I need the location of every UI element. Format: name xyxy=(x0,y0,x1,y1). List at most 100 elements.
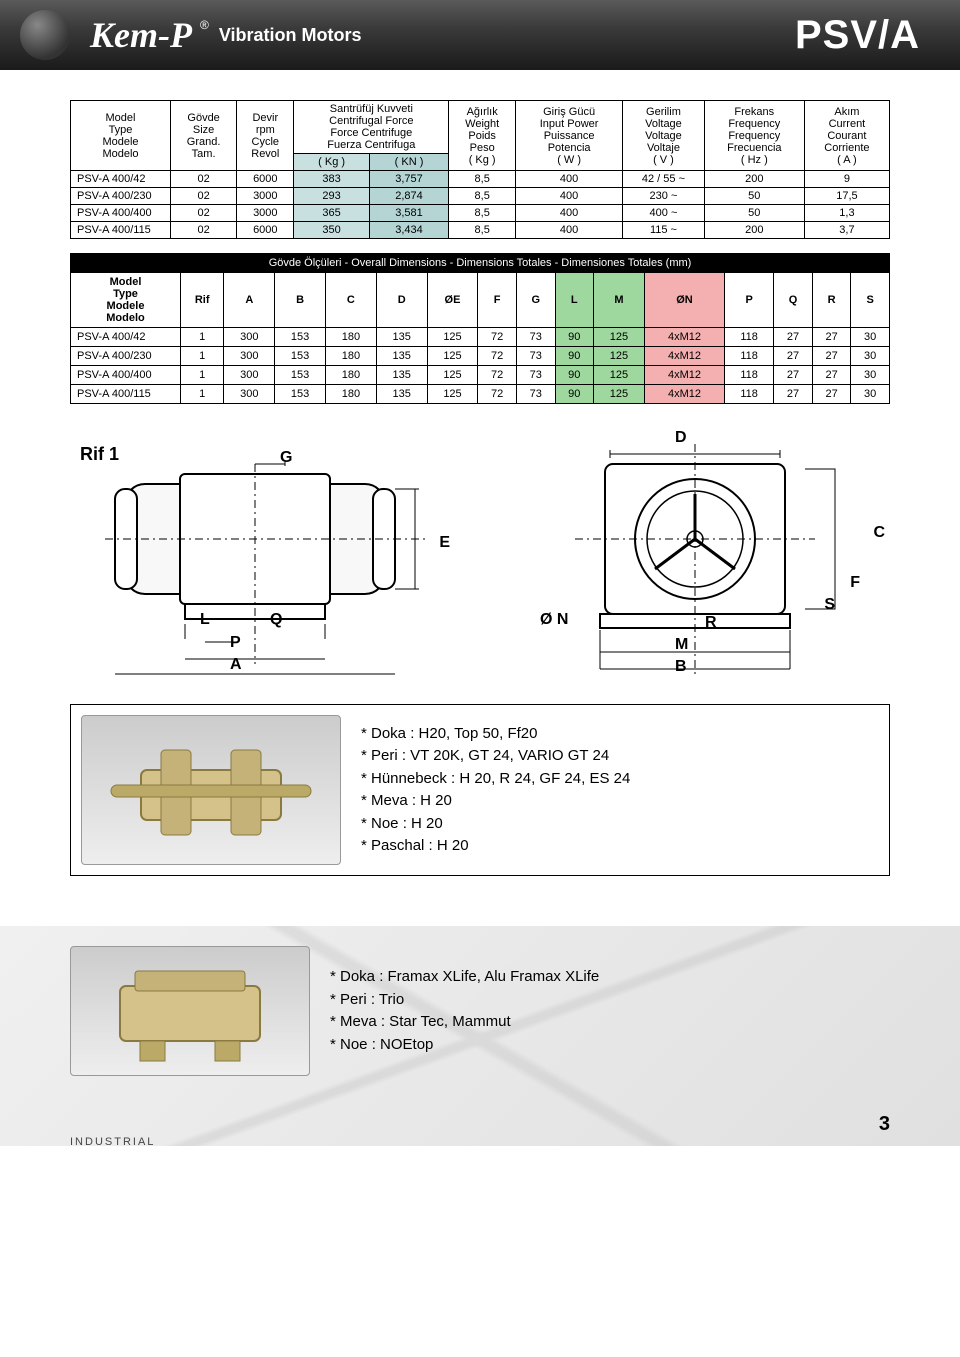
hdr-text: Gerilim xyxy=(646,106,681,118)
col-model: Model Type Modele Modelo xyxy=(71,101,171,171)
dim-cell: 90 xyxy=(555,366,594,385)
dim-col: F xyxy=(478,273,517,328)
hdr-text: ( Kg ) xyxy=(469,154,496,166)
dim-cell: 4xM12 xyxy=(644,385,724,404)
cell-kg: 383 xyxy=(294,171,369,188)
dims-table: Gövde Ölçüleri - Overall Dimensions - Di… xyxy=(70,253,890,404)
hdr-text: Frecuencia xyxy=(727,142,781,154)
hdr-text: Size xyxy=(193,124,214,136)
table-row: PSV-A 400/11513001531801351257273901254x… xyxy=(71,385,890,404)
rif-label: Rif 1 xyxy=(80,444,119,465)
hdr-text: Gövde xyxy=(187,112,219,124)
dim-label-q: Q xyxy=(270,611,282,629)
cell-model: PSV-A 400/230 xyxy=(71,188,171,205)
dim-cell: 27 xyxy=(812,385,851,404)
cell-size: 02 xyxy=(171,171,237,188)
hdr-text: Corriente xyxy=(824,142,869,154)
cell-model: PSV-A 400/115 xyxy=(71,222,171,239)
hdr-text: Model xyxy=(106,112,136,124)
dim-cell: 125 xyxy=(427,347,478,366)
dim-cell: 118 xyxy=(725,385,774,404)
cell-voltage: 115 ~ xyxy=(623,222,705,239)
cell-weight: 8,5 xyxy=(449,205,516,222)
compat-text-1: * Doka : H20, Top 50, Ff20* Peri : VT 20… xyxy=(361,723,630,858)
dims-table-body: PSV-A 400/4213001531801351257273901254xM… xyxy=(71,328,890,404)
dim-cell: 153 xyxy=(275,347,326,366)
dim-cell: 300 xyxy=(224,366,275,385)
hdr-text: Weight xyxy=(465,118,499,130)
dim-cell: 118 xyxy=(725,328,774,347)
dim-cell: 27 xyxy=(812,328,851,347)
motor-front-svg xyxy=(500,424,890,684)
dim-cell: 30 xyxy=(851,328,890,347)
globe-icon xyxy=(20,10,70,60)
cell-freq: 200 xyxy=(704,222,804,239)
hdr-text: ( Hz ) xyxy=(741,154,768,166)
dim-cell: 300 xyxy=(224,347,275,366)
dim-cell: 72 xyxy=(478,385,517,404)
dim-col: R xyxy=(812,273,851,328)
cell-rpm: 3000 xyxy=(237,205,294,222)
cell-model: PSV-A 400/42 xyxy=(71,328,181,347)
industrial-label: INDUSTRIAL xyxy=(70,1136,890,1148)
dim-cell: 72 xyxy=(478,366,517,385)
dim-col: B xyxy=(275,273,326,328)
dim-label-g: G xyxy=(280,449,292,467)
cell-rpm: 3000 xyxy=(237,188,294,205)
compat-line: * Meva : Star Tec, Mammut xyxy=(330,1011,599,1034)
compat-line: * Doka : H20, Top 50, Ff20 xyxy=(361,723,630,746)
dim-label-f: F xyxy=(850,574,860,592)
dim-cell: 300 xyxy=(224,385,275,404)
footer-region: * Doka : Framax XLife, Alu Framax XLife*… xyxy=(0,926,960,1146)
cell-weight: 8,5 xyxy=(449,222,516,239)
dim-cell: 30 xyxy=(851,366,890,385)
compat-line: * Noe : H 20 xyxy=(361,813,630,836)
hdr-text: Frekans xyxy=(734,106,774,118)
hdr-text: Modele xyxy=(107,300,145,312)
dim-cell: 1 xyxy=(181,366,224,385)
hdr-text: Fuerza Centrifuga xyxy=(327,139,415,151)
dim-cell: 90 xyxy=(555,385,594,404)
dims-title: Gövde Ölçüleri - Overall Dimensions - Di… xyxy=(71,254,890,273)
cell-kn: 2,874 xyxy=(369,188,448,205)
specs-table-body: PSV-A 400/420260003833,7578,540042 / 55 … xyxy=(71,171,890,239)
dim-cell: 135 xyxy=(376,328,427,347)
dim-cell: 27 xyxy=(774,385,813,404)
dim-cell: 73 xyxy=(516,366,555,385)
col-size: Gövde Size Grand. Tam. xyxy=(171,101,237,171)
specs-table: Model Type Modele Modelo Gövde Size Gran… xyxy=(70,100,890,239)
dim-cell: 73 xyxy=(516,385,555,404)
dim-cell: 153 xyxy=(275,366,326,385)
hdr-text: Tam. xyxy=(192,148,216,160)
dim-col: ØE xyxy=(427,273,478,328)
dim-cell: 180 xyxy=(326,366,377,385)
dim-cell: 27 xyxy=(774,328,813,347)
page-number: 3 xyxy=(879,1113,890,1136)
cell-kg: 350 xyxy=(294,222,369,239)
compat-line: * Noe : NOEtop xyxy=(330,1034,599,1057)
dim-cell: 118 xyxy=(725,366,774,385)
hdr-text: Centrifugal Force xyxy=(329,115,413,127)
table-row: PSV-A 400/4213001531801351257273901254xM… xyxy=(71,328,890,347)
hdr-text: Devir xyxy=(252,112,278,124)
cell-model: PSV-A 400/400 xyxy=(71,205,171,222)
cell-freq: 50 xyxy=(704,205,804,222)
hdr-text: Modelo xyxy=(106,312,145,324)
dim-cell: 90 xyxy=(555,328,594,347)
col-voltage: Gerilim Voltage Voltage Voltaje ( V ) xyxy=(623,101,705,171)
hdr-text: Voltage xyxy=(645,118,682,130)
dim-col-on: ØN xyxy=(644,273,724,328)
hdr-text: Grand. xyxy=(187,136,221,148)
hdr-text: Giriş Gücü xyxy=(543,106,595,118)
dim-label-m: M xyxy=(675,636,688,654)
cell-kn: 3,581 xyxy=(369,205,448,222)
dims-col-model: Model Type Modele Modelo xyxy=(71,273,181,328)
cell-kn: 3,434 xyxy=(369,222,448,239)
cell-freq: 50 xyxy=(704,188,804,205)
table-row: PSV-A 400/23013001531801351257273901254x… xyxy=(71,347,890,366)
compat-line: * Peri : VT 20K, GT 24, VARIO GT 24 xyxy=(361,745,630,768)
dim-label-b: B xyxy=(675,658,687,676)
cell-size: 02 xyxy=(171,205,237,222)
cell-model: PSV-A 400/42 xyxy=(71,171,171,188)
cell-model: PSV-A 400/400 xyxy=(71,366,181,385)
